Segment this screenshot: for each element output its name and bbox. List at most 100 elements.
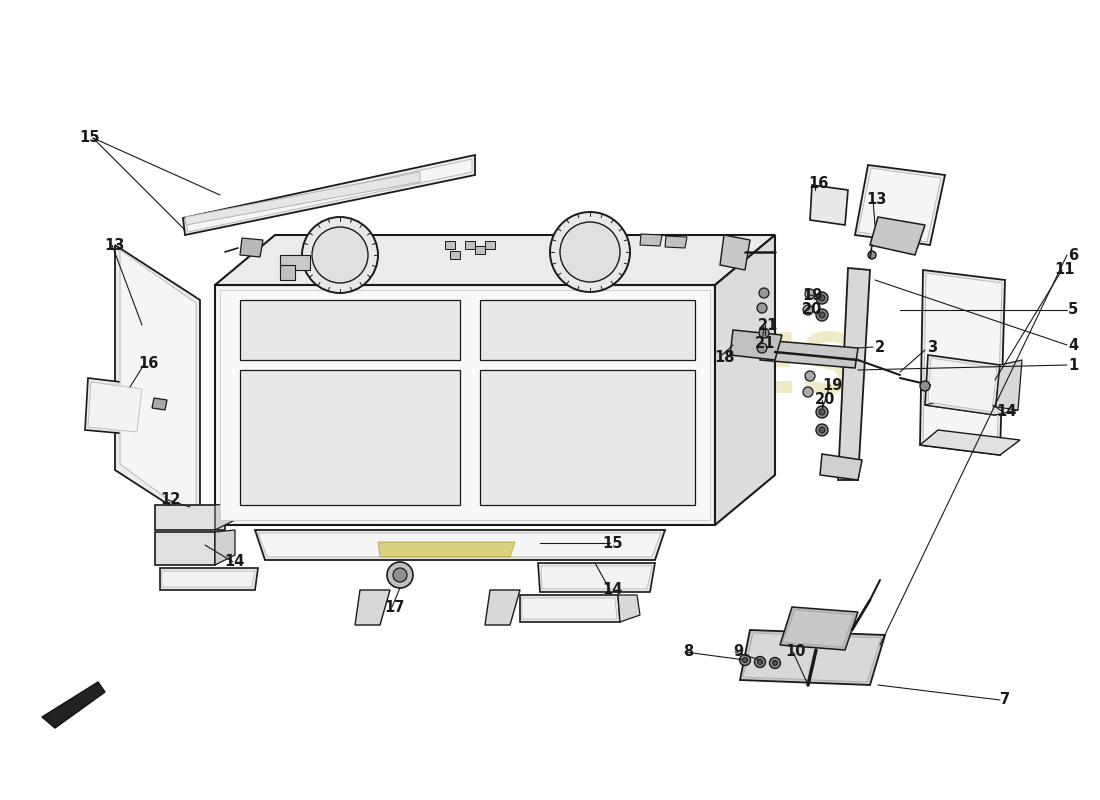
Polygon shape: [475, 246, 485, 254]
Text: 19: 19: [803, 287, 823, 302]
Polygon shape: [152, 398, 167, 410]
Text: a passion for parts since 1985: a passion for parts since 1985: [301, 458, 679, 482]
Circle shape: [312, 227, 368, 283]
Circle shape: [805, 371, 815, 381]
Text: 7: 7: [1000, 693, 1010, 707]
Polygon shape: [116, 245, 200, 525]
Polygon shape: [640, 234, 662, 246]
Polygon shape: [280, 255, 310, 270]
Polygon shape: [155, 532, 214, 565]
Circle shape: [759, 288, 769, 298]
Circle shape: [803, 305, 813, 315]
Circle shape: [820, 409, 825, 415]
Polygon shape: [185, 172, 420, 225]
Polygon shape: [996, 360, 1022, 415]
Text: 4: 4: [1068, 338, 1078, 353]
Text: 16: 16: [807, 175, 828, 190]
Polygon shape: [923, 273, 1002, 452]
Polygon shape: [928, 358, 997, 412]
Circle shape: [742, 658, 748, 662]
Text: 21: 21: [755, 335, 775, 350]
Polygon shape: [522, 598, 617, 619]
Polygon shape: [485, 590, 520, 625]
Polygon shape: [42, 682, 104, 728]
Polygon shape: [446, 241, 455, 249]
Polygon shape: [925, 400, 1018, 415]
Polygon shape: [858, 168, 940, 242]
Text: 14: 14: [996, 405, 1016, 419]
Polygon shape: [214, 235, 776, 285]
Text: 9: 9: [733, 645, 744, 659]
Circle shape: [816, 406, 828, 418]
Polygon shape: [740, 630, 886, 685]
Polygon shape: [183, 155, 475, 235]
Circle shape: [757, 343, 767, 353]
Polygon shape: [186, 159, 472, 232]
Circle shape: [755, 657, 766, 667]
Text: 12: 12: [160, 493, 180, 507]
Polygon shape: [715, 235, 775, 525]
Polygon shape: [810, 185, 848, 225]
Text: 13: 13: [104, 238, 125, 253]
Text: 3: 3: [927, 341, 937, 355]
Polygon shape: [480, 300, 695, 360]
Polygon shape: [666, 236, 688, 248]
Polygon shape: [760, 340, 858, 368]
Polygon shape: [618, 595, 640, 622]
Polygon shape: [838, 268, 870, 480]
Circle shape: [816, 292, 828, 304]
Text: 14: 14: [603, 582, 624, 598]
Text: 11: 11: [1055, 262, 1076, 278]
Circle shape: [770, 658, 781, 669]
Polygon shape: [720, 235, 750, 270]
Polygon shape: [160, 568, 258, 590]
Circle shape: [868, 251, 876, 259]
Polygon shape: [220, 290, 710, 520]
Polygon shape: [214, 503, 235, 530]
Text: 5: 5: [1068, 302, 1078, 318]
Circle shape: [393, 568, 407, 582]
Polygon shape: [240, 238, 263, 257]
Polygon shape: [450, 251, 460, 259]
Polygon shape: [920, 430, 1020, 455]
Circle shape: [820, 427, 825, 433]
Text: 19: 19: [823, 378, 844, 393]
Text: 21: 21: [758, 318, 778, 333]
Circle shape: [772, 661, 778, 666]
Polygon shape: [120, 250, 196, 520]
Polygon shape: [520, 595, 620, 622]
Circle shape: [550, 212, 630, 292]
Text: 20: 20: [802, 302, 822, 318]
Polygon shape: [541, 566, 652, 589]
Circle shape: [816, 309, 828, 321]
Circle shape: [820, 295, 825, 301]
Polygon shape: [255, 530, 666, 560]
Polygon shape: [280, 265, 295, 280]
Polygon shape: [485, 241, 495, 249]
Polygon shape: [155, 505, 226, 530]
Polygon shape: [214, 530, 235, 565]
Polygon shape: [258, 533, 661, 557]
Text: 18: 18: [715, 350, 735, 365]
Text: 10: 10: [785, 645, 806, 659]
Text: 8: 8: [683, 645, 693, 659]
Circle shape: [387, 562, 412, 588]
Polygon shape: [780, 607, 858, 650]
Text: 13: 13: [866, 193, 887, 207]
Polygon shape: [240, 370, 460, 505]
Polygon shape: [730, 330, 782, 360]
Polygon shape: [240, 300, 460, 360]
Circle shape: [805, 289, 815, 299]
Circle shape: [739, 654, 750, 666]
Text: EUROSPARES: EUROSPARES: [241, 330, 859, 410]
Polygon shape: [920, 270, 1005, 455]
Circle shape: [820, 312, 825, 318]
Polygon shape: [85, 378, 145, 435]
Circle shape: [560, 222, 620, 282]
Polygon shape: [214, 285, 715, 525]
Polygon shape: [162, 571, 255, 587]
Text: 6: 6: [1068, 247, 1078, 262]
Circle shape: [803, 387, 813, 397]
Text: 17: 17: [385, 599, 405, 614]
Polygon shape: [355, 590, 390, 625]
